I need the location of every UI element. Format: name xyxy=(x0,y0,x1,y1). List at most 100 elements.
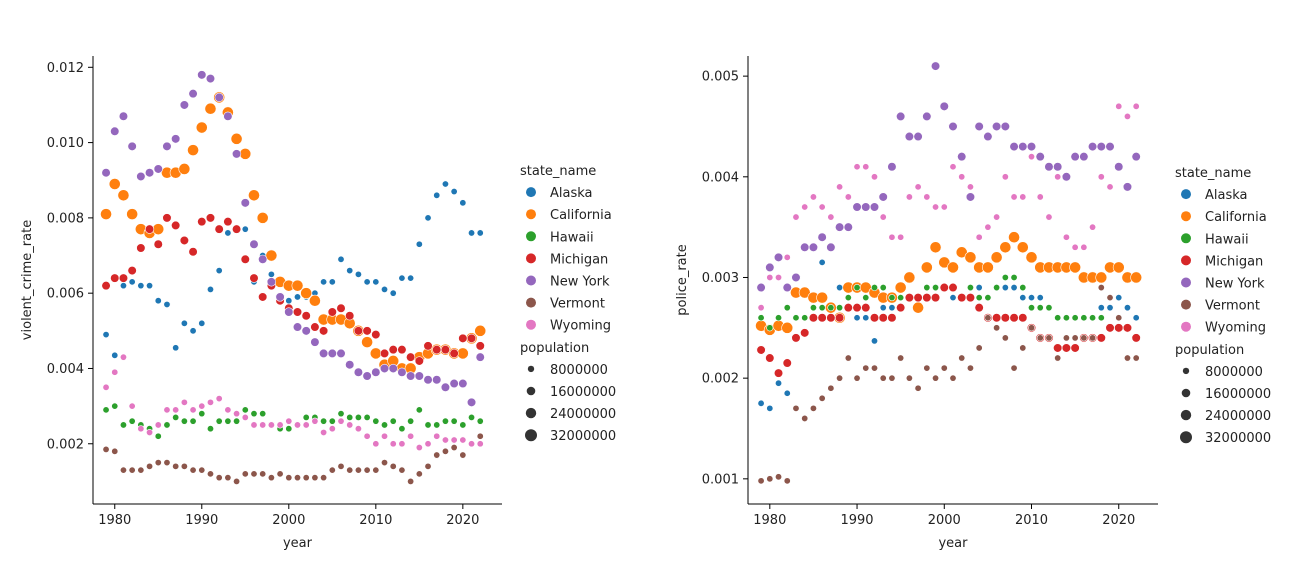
series-california xyxy=(755,231,1143,336)
data-point xyxy=(320,417,328,425)
data-point xyxy=(180,417,188,425)
data-point xyxy=(904,293,914,303)
data-point xyxy=(354,413,362,421)
data-point xyxy=(101,281,111,291)
data-point xyxy=(1036,193,1044,201)
data-point xyxy=(870,284,878,292)
data-point xyxy=(198,410,206,418)
data-point xyxy=(809,304,817,312)
data-point xyxy=(1028,153,1036,161)
data-point xyxy=(128,417,136,425)
data-point xyxy=(259,421,267,429)
series-hawaii xyxy=(102,402,484,440)
data-point xyxy=(981,261,994,274)
data-point xyxy=(162,141,172,151)
data-point xyxy=(914,183,922,191)
data-point xyxy=(398,425,406,433)
data-point xyxy=(388,363,398,374)
legend-size-label: 24000000 xyxy=(550,407,616,422)
data-point xyxy=(766,475,774,483)
data-point xyxy=(205,73,216,84)
data-point xyxy=(1000,121,1010,132)
data-point xyxy=(249,239,259,249)
data-point xyxy=(1131,333,1141,343)
data-point xyxy=(144,168,155,178)
data-point xyxy=(476,432,484,440)
data-point xyxy=(756,282,766,293)
legend-marker xyxy=(1181,255,1191,266)
data-point xyxy=(450,188,458,196)
data-point xyxy=(441,180,449,188)
data-point xyxy=(336,303,346,313)
data-point xyxy=(197,217,207,227)
series-vermont xyxy=(102,432,484,485)
x-tick-label: 1990 xyxy=(840,513,873,528)
data-point xyxy=(441,417,449,425)
data-point xyxy=(1036,334,1044,342)
data-point xyxy=(389,462,397,470)
data-point xyxy=(415,470,423,478)
data-point xyxy=(1080,334,1088,342)
data-point xyxy=(266,277,276,287)
data-point xyxy=(1025,251,1038,264)
data-point xyxy=(171,134,181,144)
data-point xyxy=(108,178,121,190)
data-point xyxy=(302,413,310,421)
data-point xyxy=(990,251,1003,264)
data-point xyxy=(896,111,906,122)
data-point xyxy=(119,466,127,474)
data-point xyxy=(293,421,301,429)
data-point xyxy=(1000,313,1010,323)
data-point xyxy=(102,445,110,453)
data-point xyxy=(128,466,136,474)
data-point xyxy=(346,267,354,275)
data-point xyxy=(284,307,294,317)
data-point xyxy=(102,383,110,391)
data-point xyxy=(285,417,293,425)
data-point xyxy=(964,251,977,264)
data-point xyxy=(389,440,397,448)
data-point xyxy=(765,353,775,363)
data-point xyxy=(240,254,250,264)
data-point xyxy=(1115,102,1123,110)
data-point xyxy=(407,274,415,282)
data-point xyxy=(337,417,345,425)
series-new-york xyxy=(756,61,1141,293)
data-point xyxy=(450,436,458,444)
data-point xyxy=(834,313,845,323)
data-point xyxy=(913,131,923,142)
x-tick-label: 1980 xyxy=(753,513,786,528)
data-point xyxy=(888,294,896,302)
data-point xyxy=(459,421,467,429)
data-point xyxy=(398,440,406,448)
data-point xyxy=(300,287,313,300)
data-point xyxy=(433,432,441,440)
data-point xyxy=(310,337,320,347)
data-point xyxy=(783,477,791,485)
data-point xyxy=(153,239,163,249)
data-point xyxy=(440,382,451,392)
data-point xyxy=(433,191,441,199)
data-point xyxy=(223,111,233,121)
data-point xyxy=(117,189,130,202)
data-point xyxy=(1096,142,1106,152)
y-tick-label: 0.002 xyxy=(47,437,84,452)
data-point xyxy=(993,284,1001,292)
data-point xyxy=(1122,182,1133,192)
legend-label: Hawaii xyxy=(550,230,594,245)
data-point xyxy=(800,242,810,252)
data-point xyxy=(801,414,809,422)
data-point xyxy=(381,421,389,429)
series-california xyxy=(100,91,487,375)
data-point xyxy=(818,203,826,211)
legend-size-marker xyxy=(527,365,535,373)
data-point xyxy=(363,413,371,421)
data-point xyxy=(1062,334,1070,342)
data-point xyxy=(853,284,861,292)
data-point xyxy=(205,213,216,223)
data-point xyxy=(371,367,381,377)
data-point xyxy=(241,413,249,421)
data-point xyxy=(1089,223,1097,231)
data-point xyxy=(836,183,844,191)
legend-size-label: 8000000 xyxy=(550,363,608,378)
